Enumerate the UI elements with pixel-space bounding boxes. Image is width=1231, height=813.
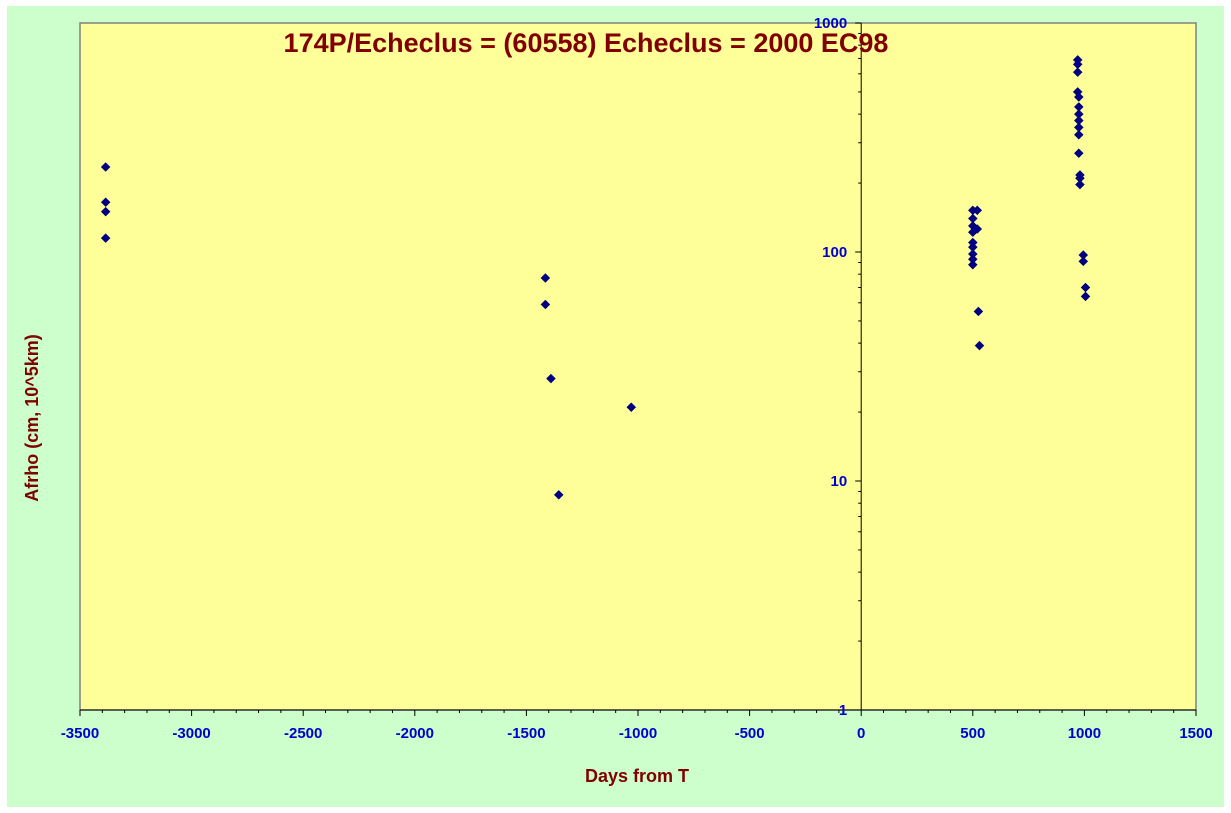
y-axis: 1 10 100 1000 [814,15,862,719]
data-point [100,206,111,217]
data-point [100,197,111,208]
data-point [1075,179,1085,190]
x-tick-label: 1000 [1068,725,1101,742]
data-point [1073,148,1084,159]
x-tick-label: 0 [857,725,865,742]
data-point [100,233,111,243]
data-points [100,55,1091,500]
data-point [540,273,551,283]
data-point [967,259,978,270]
scatter-chart: -3500 -3000 -2500 -2000 -1500 -1000 -500 0 500 10… [22,15,1213,786]
x-tick-label: -2500 [284,725,322,742]
data-point [626,402,637,413]
y-axis-title: Afrho (cm, 10^5km) [22,334,42,502]
plot-area [79,22,1197,711]
data-point [1080,291,1091,302]
x-axis: -3500 -3000 -2500 -2000 -1500 -1000 -500 0 500 10… [61,709,1213,742]
data-point [972,205,983,216]
data-point [553,489,564,500]
x-tick-label: -1000 [619,725,657,742]
y-tick-label: 10 [831,473,848,490]
chart-title: 174P/Echeclus = (60558) Echeclus = 2000 … [284,28,889,58]
data-point [972,224,983,234]
data-point [546,373,556,384]
chart-area: -3500 -3000 -2500 -2000 -1500 -1000 -500 0 500 10… [7,6,1224,807]
data-point [1073,129,1084,140]
x-tick-label: -2000 [396,725,434,742]
x-tick-label: -1500 [507,725,545,742]
x-tick-label: 1500 [1179,725,1212,742]
data-point [1073,92,1084,102]
x-tick-label: -3500 [61,725,99,742]
y-tick-label: 1000 [814,15,847,32]
x-axis-title: Days from T [585,766,689,786]
data-point [1078,256,1089,267]
y-tick-label: 1 [839,702,847,719]
x-tick-label: -3000 [172,725,210,742]
x-tick-label: -500 [735,725,765,742]
data-point [1072,67,1083,78]
data-point [974,340,985,351]
data-point [540,299,551,310]
y-tick-label: 100 [822,244,847,261]
data-point [100,162,111,172]
data-point [973,306,984,317]
x-tick-label: 500 [960,725,985,742]
